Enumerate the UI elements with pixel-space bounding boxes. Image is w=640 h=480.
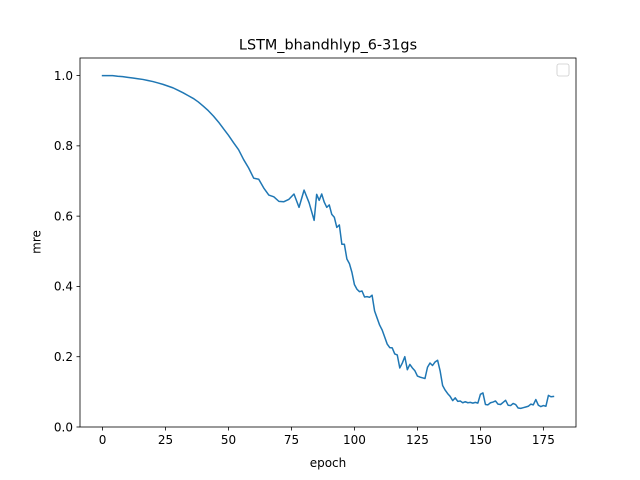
x-tick-label: 75 <box>284 433 299 447</box>
x-axis-ticks: 0 25 50 75 100 125 150 175 <box>99 427 555 447</box>
chart-title: LSTM_bhandhlyp_6-31gs <box>239 38 417 54</box>
x-tick-label: 175 <box>532 433 555 447</box>
y-tick-label: 0.2 <box>54 350 73 364</box>
x-tick-label: 100 <box>343 433 366 447</box>
y-tick-label: 0.8 <box>54 139 73 153</box>
y-axis-label: mre <box>30 230 44 254</box>
x-tick-label: 150 <box>469 433 492 447</box>
axes-frame <box>79 57 577 428</box>
x-tick-label: 125 <box>406 433 429 447</box>
x-tick-label: 50 <box>221 433 236 447</box>
y-tick-label: 0.4 <box>54 280 73 294</box>
series-line <box>101 74 555 410</box>
x-tick-label: 0 <box>99 433 107 447</box>
legend-box <box>556 63 570 77</box>
y-axis-ticks: 0.0 0.2 0.4 0.6 0.8 1.0 <box>54 69 80 434</box>
y-tick-label: 1.0 <box>54 69 73 83</box>
x-tick-label: 25 <box>158 433 173 447</box>
x-axis-label: epoch <box>310 456 347 470</box>
plot-layer <box>101 74 555 410</box>
y-tick-label: 0.0 <box>54 420 73 434</box>
y-tick-label: 0.6 <box>54 209 73 223</box>
